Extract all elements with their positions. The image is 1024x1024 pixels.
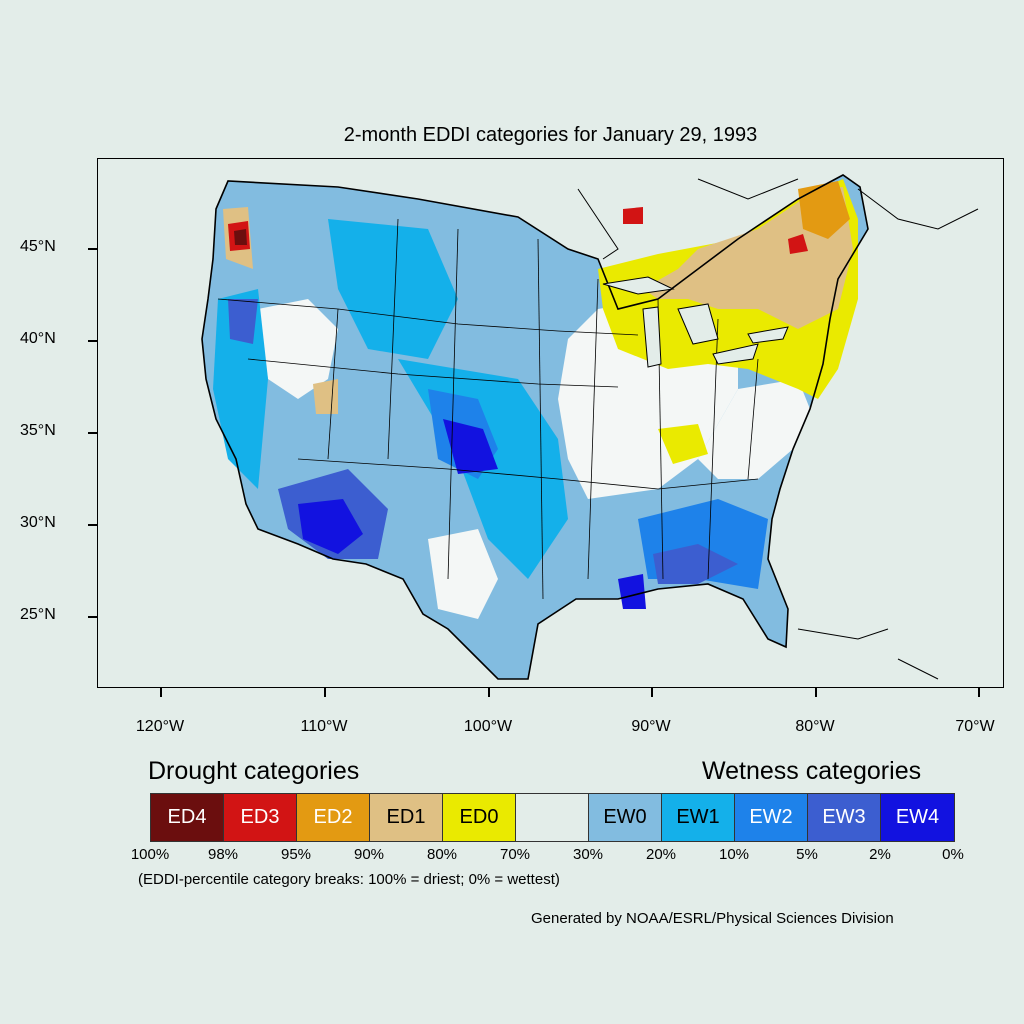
percentile-break-label: 80% [426, 846, 458, 863]
y-tick [88, 248, 97, 250]
x-tick [324, 688, 326, 697]
y-tick-label: 40°N [20, 330, 56, 347]
percentile-break-label: 30% [572, 846, 604, 863]
neutral-region-nevada [258, 299, 338, 399]
drought-categories-heading: Drought categories [148, 757, 360, 785]
legend-note: (EDDI-percentile category breaks: 100% =… [138, 871, 560, 888]
legend-box-ed4: ED4 [151, 794, 224, 841]
x-tick [160, 688, 162, 697]
y-tick [88, 524, 97, 526]
ew1-region-rockies [328, 219, 458, 359]
legend-box-ew4: EW4 [881, 794, 954, 841]
legend-box-ew0: EW0 [589, 794, 662, 841]
y-tick [88, 616, 97, 618]
ed1-region-utah [313, 379, 338, 414]
percentile-break-label: 100% [130, 846, 170, 863]
ed3-region-ontario [623, 207, 643, 224]
percentile-break-label: 98% [207, 846, 239, 863]
ew3-region-oregon [228, 299, 258, 344]
legend-box-neutral [516, 794, 589, 841]
percentile-break-label: 20% [645, 846, 677, 863]
ed0-region-ohio-valley [658, 424, 708, 464]
y-tick-label: 45°N [20, 238, 56, 255]
ew4-region-louisiana [618, 574, 646, 609]
x-tick-label: 120°W [135, 718, 185, 735]
legend-box-ew2: EW2 [735, 794, 808, 841]
map-title: 2-month EDDI categories for January 29, … [343, 124, 758, 146]
y-tick-label: 25°N [20, 606, 56, 623]
legend-box-ed0: ED0 [443, 794, 516, 841]
coastline-outline [201, 174, 869, 680]
legend-box-ew1: EW1 [662, 794, 735, 841]
eddi-map [97, 158, 1004, 688]
x-tick-label: 90°W [631, 718, 671, 735]
wetness-categories-heading: Wetness categories [702, 757, 922, 785]
state-borders [217, 218, 759, 600]
neutral-region-east [698, 379, 810, 479]
credit-text: Generated by NOAA/ESRL/Physical Sciences… [531, 910, 894, 927]
category-legend: ED4 ED3 ED2 ED1 ED0 EW0 EW1 EW2 EW3 EW4 [150, 793, 955, 842]
legend-box-ed3: ED3 [224, 794, 297, 841]
x-tick-label: 80°W [795, 718, 835, 735]
neutral-region-texas [428, 529, 498, 619]
percentile-break-label: 95% [280, 846, 312, 863]
percentile-break-label: 2% [869, 846, 891, 863]
great-lakes [602, 276, 789, 368]
x-tick [651, 688, 653, 697]
x-tick [978, 688, 980, 697]
x-tick-label: 110°W [300, 718, 348, 735]
percentile-break-label: 10% [718, 846, 750, 863]
ed2-region-quebec [798, 181, 850, 239]
y-tick [88, 340, 97, 342]
ew4-region-arizona [298, 499, 363, 554]
legend-box-ed1: ED1 [370, 794, 443, 841]
ew4-region-kansas [443, 419, 498, 474]
percentile-break-label: 5% [796, 846, 818, 863]
legend-box-ed2: ED2 [297, 794, 370, 841]
x-tick-label: 100°W [463, 718, 513, 735]
y-tick-label: 35°N [20, 422, 56, 439]
percentile-break-label: 70% [499, 846, 531, 863]
ed3-region-northeast [788, 234, 808, 254]
canada-mexico-outline [577, 178, 979, 680]
x-tick [815, 688, 817, 697]
legend-box-ew3: EW3 [808, 794, 881, 841]
percentile-break-label: 90% [353, 846, 385, 863]
ed1-region-great-lakes [643, 187, 853, 329]
ew3-region-gulf [653, 544, 738, 584]
y-tick [88, 432, 97, 434]
ed4-region-washington [234, 229, 247, 245]
conus-map-graphic [201, 174, 979, 680]
x-tick-label: 70°W [955, 718, 995, 735]
x-tick [488, 688, 490, 697]
y-tick-label: 30°N [20, 514, 56, 531]
percentile-break-label: 0% [942, 846, 964, 863]
